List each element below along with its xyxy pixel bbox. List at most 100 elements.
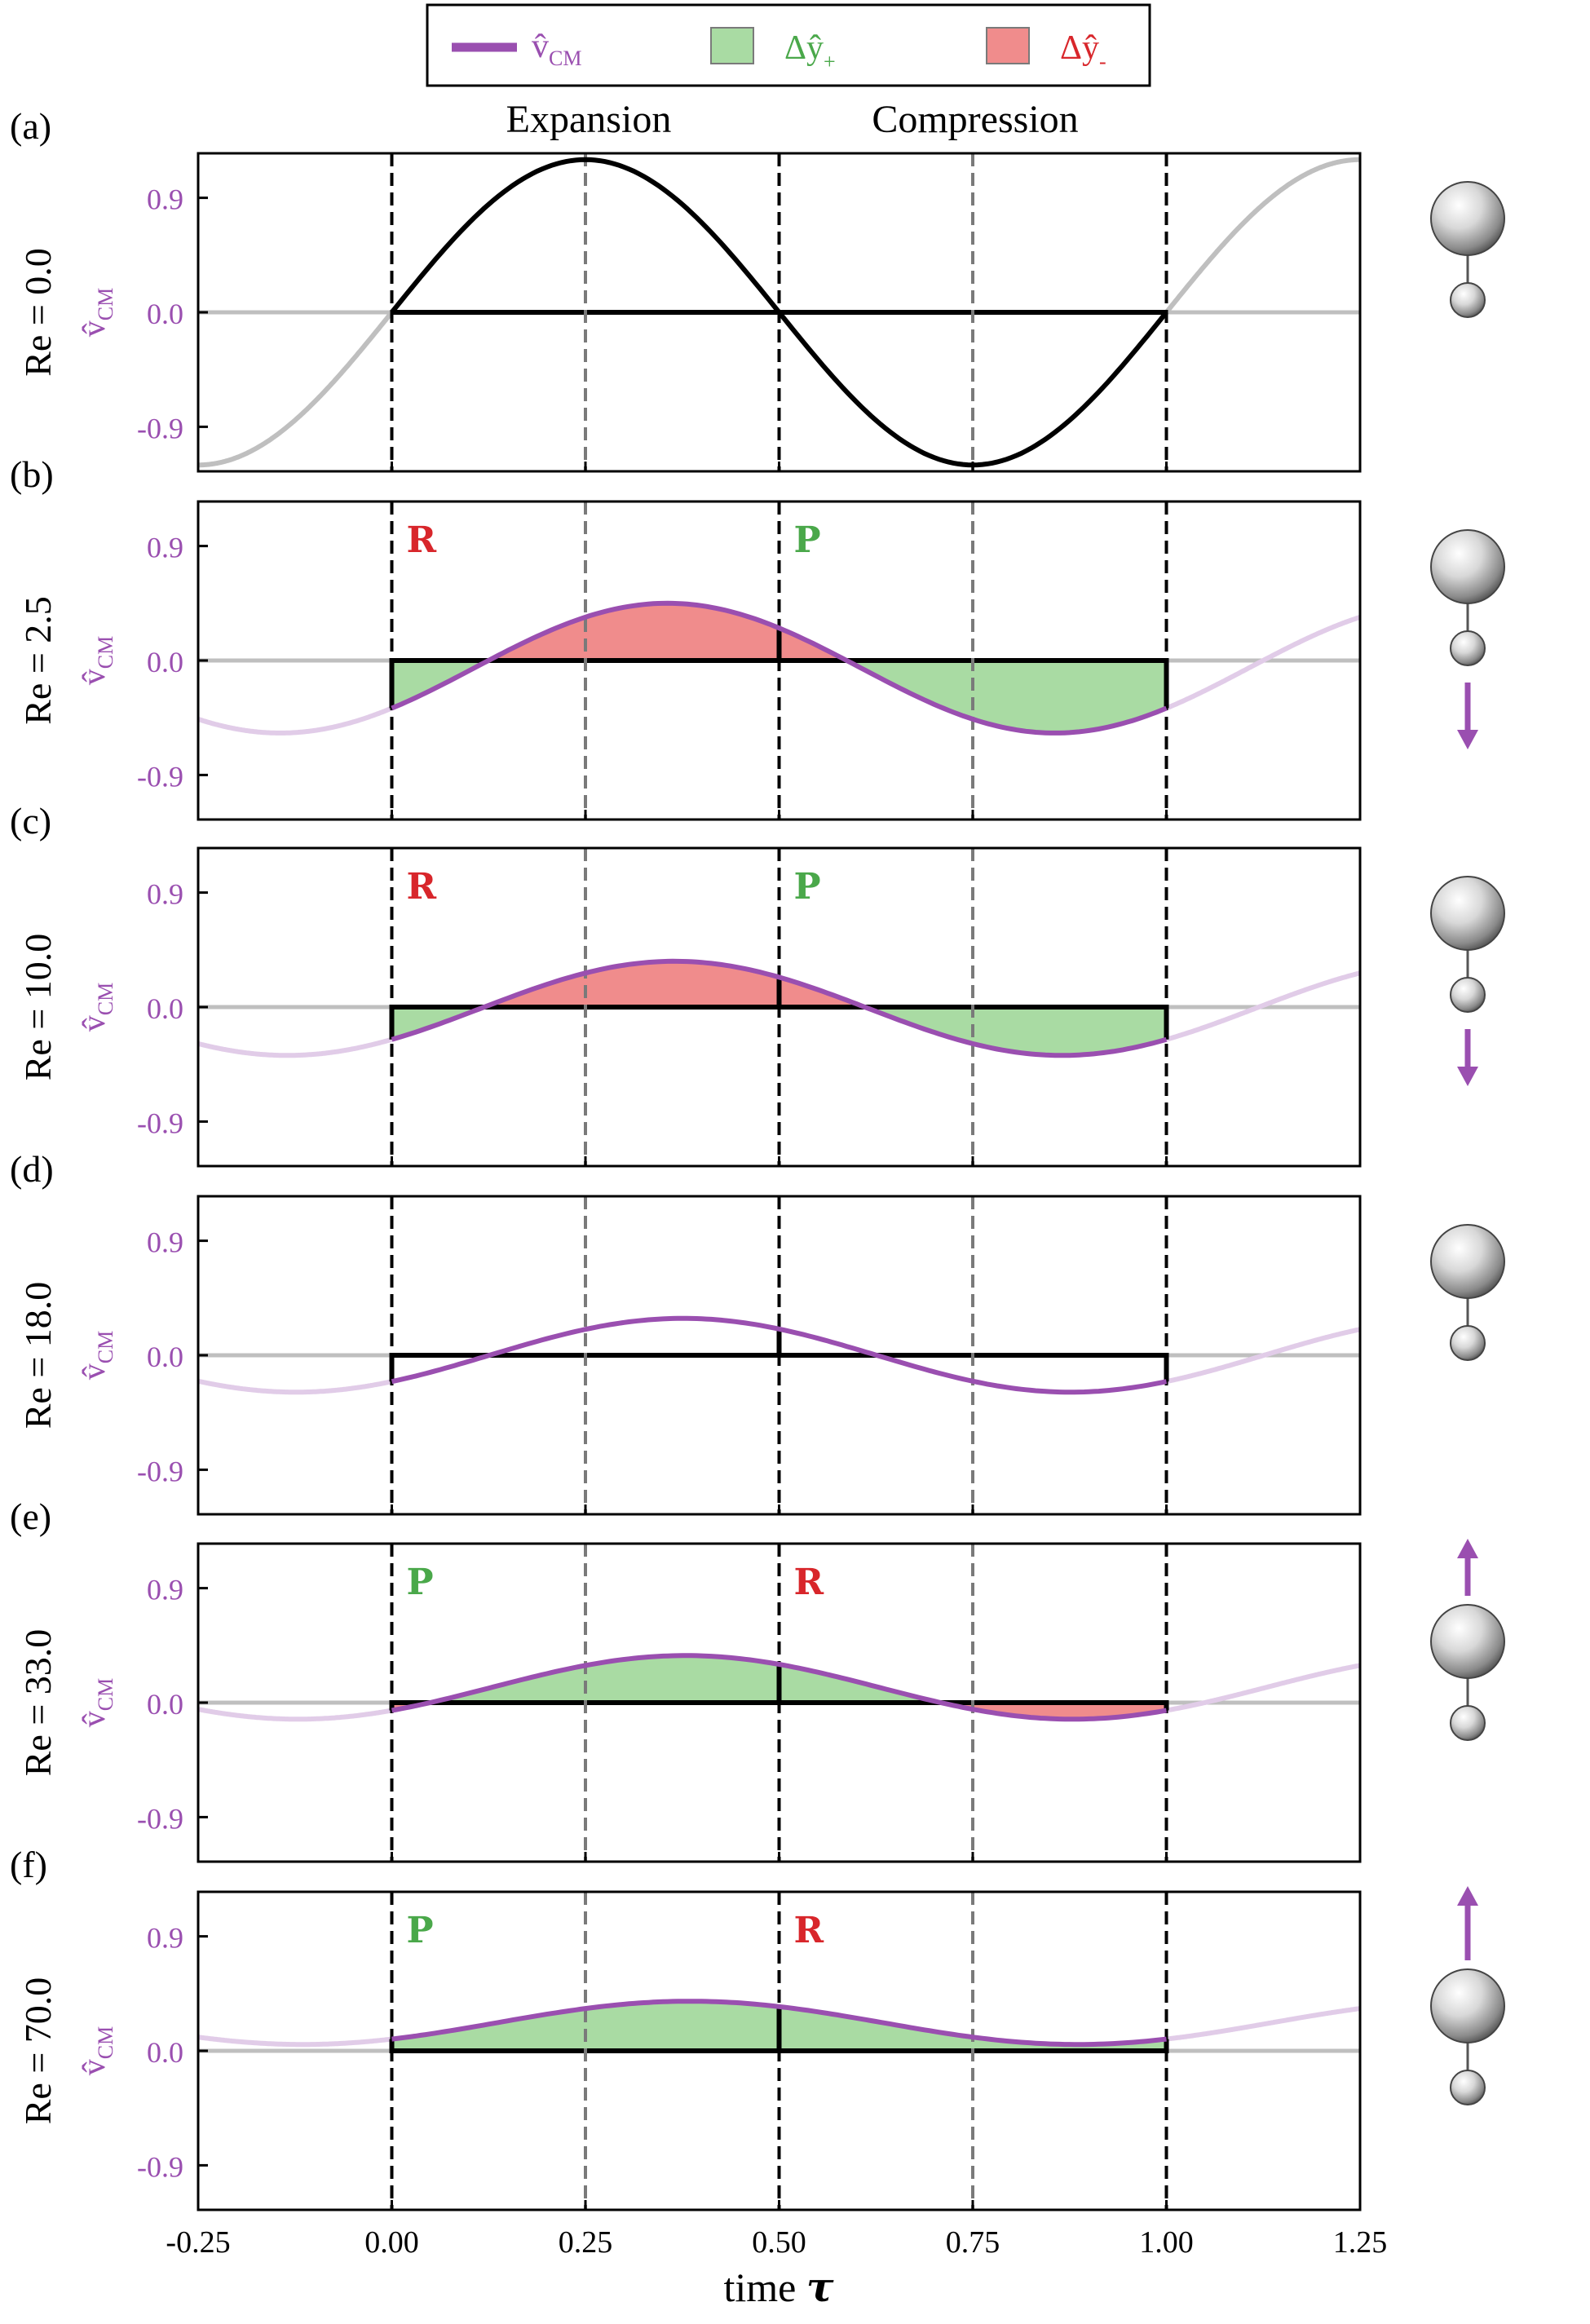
y-tick-label: 0.0 xyxy=(147,992,183,1025)
swimmer-big-sphere xyxy=(1430,1968,1505,2043)
legend-dyminus-text: Δŷ- xyxy=(1060,29,1106,73)
vcm-label-sub: CM xyxy=(94,2026,117,2059)
re-label: Re = 0.0 xyxy=(17,248,59,377)
xaxis-label-text: time xyxy=(723,2264,796,2310)
xaxis-label: time τ xyxy=(723,2263,833,2311)
y-tick-label: -0.9 xyxy=(137,412,183,444)
re-label: Re = 33.0 xyxy=(17,1629,59,1777)
re-label: Re = 70.0 xyxy=(17,1977,59,2125)
x-tick-label: 1.25 xyxy=(1333,2225,1388,2260)
curve-faded-left xyxy=(197,2035,392,2048)
vcm-label-symbol: v̂ xyxy=(75,320,112,337)
swimmer-big-sphere xyxy=(1430,876,1505,951)
area-segment xyxy=(864,1007,1167,1056)
legend: v̂CM Δŷ+ Δŷ- xyxy=(426,3,1151,87)
curve-main xyxy=(391,958,1168,1058)
swimmer xyxy=(1430,181,1505,318)
phase-marker: R xyxy=(794,1910,824,1951)
x-tick-label: 0.50 xyxy=(752,2225,806,2260)
motion-arrow-head xyxy=(1457,1886,1478,1906)
vcm-label-sub: CM xyxy=(94,983,117,1015)
x-tick-label: 0.25 xyxy=(559,2225,613,2260)
vcm-label-symbol: v̂ xyxy=(75,1363,112,1380)
y-tick-label: 0.9 xyxy=(147,878,183,911)
y-tick-label: 0.9 xyxy=(147,1226,183,1259)
vcm-label: v̂CM xyxy=(75,1678,117,1727)
legend-vcm-sub: CM xyxy=(549,46,581,70)
y-tick-label: -0.9 xyxy=(137,1107,183,1139)
swimmer-small-sphere xyxy=(1450,2070,1486,2105)
legend-dyminus-sub: - xyxy=(1099,50,1106,73)
y-tick-label: -0.9 xyxy=(137,1455,183,1487)
legend-vcm-label: v̂ xyxy=(532,28,549,65)
swimmer-small-sphere xyxy=(1450,1325,1486,1361)
vcm-label-sub: CM xyxy=(94,1678,117,1711)
vcm-label-symbol: v̂ xyxy=(75,669,112,685)
vcm-label-sub: CM xyxy=(94,288,117,320)
legend-dyplus-swatch xyxy=(710,27,754,64)
re-label: Re = 18.0 xyxy=(17,1282,59,1429)
re-label: Re = 10.0 xyxy=(17,934,59,1081)
curve-main xyxy=(390,157,1168,468)
y-tick-label: 0.0 xyxy=(147,1341,183,1373)
curve-faded-right xyxy=(1165,614,1361,711)
panel-5: 0.9 0.0 -0.9 (f) Re = 70.0 v̂CM P R xyxy=(10,1844,1505,2211)
swimmer-big-sphere xyxy=(1430,1224,1505,1299)
y-tick-label: 0.0 xyxy=(147,2036,183,2069)
area-segment xyxy=(430,1655,941,1703)
legend-dyplus-sub: + xyxy=(824,50,836,73)
phase-marker: R xyxy=(794,1562,824,1603)
motion-arrow-head xyxy=(1457,730,1478,749)
x-tick-label: 0.75 xyxy=(946,2225,1000,2260)
vcm-label-symbol: v̂ xyxy=(75,1015,112,1032)
curve-main xyxy=(391,600,1168,736)
curve-main xyxy=(391,1315,1168,1395)
panel-0: 0.9 0.0 -0.9 (a) Re = 0.0 v̂CM xyxy=(10,105,1505,473)
phase-marker: P xyxy=(794,866,821,908)
y-tick-label: 0.9 xyxy=(147,1574,183,1606)
curve-faded-left xyxy=(197,705,393,736)
xaxis-label-symbol: τ xyxy=(806,2263,834,2311)
panels: 0.90.0-0.9(a)Re = 0.0 v̂CM0.90.0-0.9(b)Re… xyxy=(10,105,1505,2260)
x-tick-label: -0.25 xyxy=(166,2225,230,2260)
panel-3: 0.9 0.0 -0.9 (d) Re = 18.0 v̂CM xyxy=(10,1148,1505,1516)
vcm-label: v̂CM xyxy=(75,636,117,685)
phase-marker: R xyxy=(407,866,437,908)
motion-arrow-head xyxy=(1457,1539,1478,1558)
swimmer-big-sphere xyxy=(1430,1604,1505,1679)
vcm-label: v̂CM xyxy=(75,983,117,1032)
y-tick-label: 0.0 xyxy=(147,646,183,678)
vcm-label: v̂CM xyxy=(75,1331,117,1380)
panel-4: 0.9 0.0 -0.9 (e) Re = 33.0 v̂CM P R xyxy=(10,1496,1505,1863)
swimmer-big-sphere xyxy=(1430,529,1505,604)
legend-item-dyplus: Δŷ+ xyxy=(710,27,836,73)
curve-faded-left xyxy=(197,1036,393,1058)
y-tick-label: 0.9 xyxy=(147,532,183,564)
area-segment xyxy=(846,661,1167,733)
swimmer-big-sphere xyxy=(1430,181,1505,256)
area-segment xyxy=(940,1703,1167,1720)
swimmer xyxy=(1430,876,1505,1086)
swimmer-small-sphere xyxy=(1450,977,1486,1013)
swimmer-small-sphere xyxy=(1450,630,1486,666)
panel-letter: (c) xyxy=(10,800,51,842)
phase-marker: P xyxy=(407,1910,434,1951)
y-tick-label: -0.9 xyxy=(137,2150,183,2183)
phase-marker: P xyxy=(794,519,821,561)
area-segment xyxy=(488,603,847,661)
curve-faded-left xyxy=(197,1378,393,1395)
vcm-label-symbol: v̂ xyxy=(75,2059,112,2075)
swimmer xyxy=(1430,1886,1505,2105)
legend-item-vcm: v̂CM xyxy=(452,28,581,70)
phase-marker: P xyxy=(407,1562,434,1603)
legend-dyminus-label: Δŷ xyxy=(1060,29,1099,67)
vcm-label: v̂CM xyxy=(75,2026,117,2075)
vcm-label-symbol: v̂ xyxy=(75,1711,112,1727)
area-segment xyxy=(484,961,865,1007)
y-tick-label: 0.0 xyxy=(147,1688,183,1721)
legend-dyplus-label: Δŷ xyxy=(784,29,824,67)
legend-vcm-text: v̂CM xyxy=(532,28,581,70)
swimmer-small-sphere xyxy=(1450,1705,1486,1741)
swimmer xyxy=(1430,529,1505,749)
